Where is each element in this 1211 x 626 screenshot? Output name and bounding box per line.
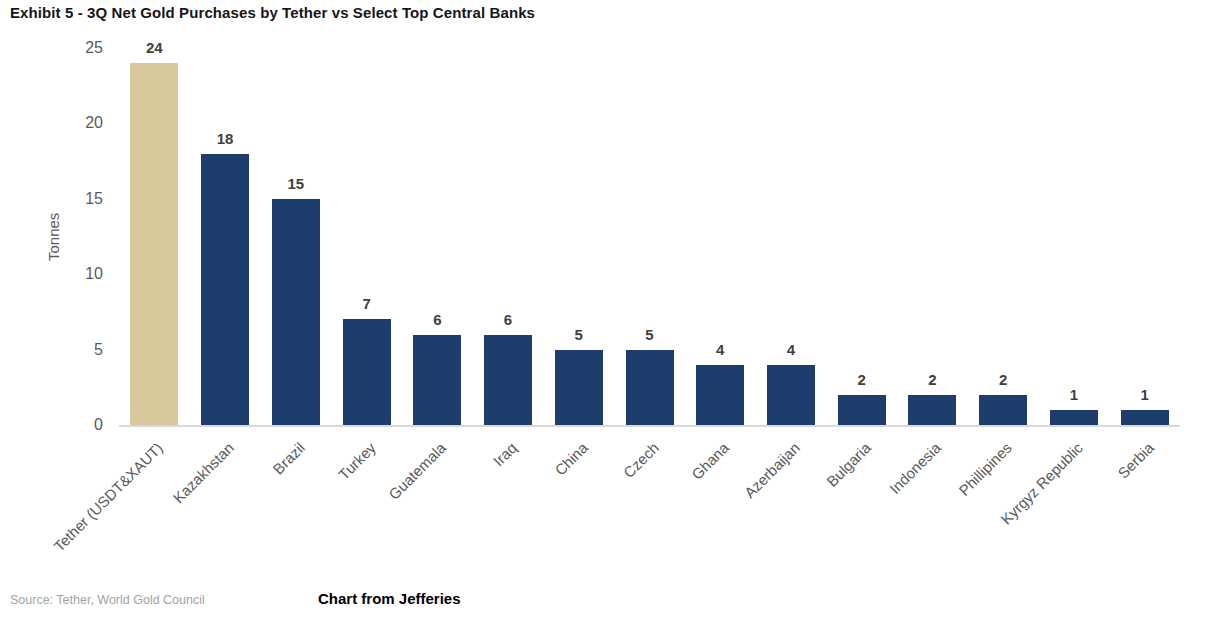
bar-value-turkey: 7 (362, 295, 370, 312)
x-label-brazil: Brazil (169, 439, 308, 578)
bar-brazil (272, 199, 320, 425)
x-label-tether-usdt-xaut: Tether (USDT&XAUT) (27, 439, 166, 578)
x-label-indonesia: Indonesia (805, 439, 944, 578)
x-label-iraq: Iraq (381, 439, 520, 578)
y-tick-0: 0 (0, 415, 103, 435)
x-label-czech: Czech (522, 439, 661, 578)
bar-serbia (1121, 410, 1169, 425)
plot-area: 241815766554422211 (119, 48, 1180, 427)
x-label-turkey: Turkey (239, 439, 378, 578)
bar-ghana (696, 365, 744, 425)
y-axis-ticks: 0510152025 (0, 48, 103, 425)
x-label-kyrgyz-republic: Kyrgyz Republic (947, 439, 1086, 578)
bar-tether-usdt-xaut (130, 63, 178, 425)
bar-phillipines (979, 395, 1027, 425)
bar-value-guatemala: 6 (433, 311, 441, 328)
bar-value-indonesia: 2 (928, 371, 936, 388)
bar-value-bulgaria: 2 (858, 371, 866, 388)
bar-value-brazil: 15 (287, 175, 304, 192)
y-tick-5: 5 (0, 340, 103, 360)
bar-bulgaria (838, 395, 886, 425)
chart-page: Exhibit 5 - 3Q Net Gold Purchases by Tet… (0, 0, 1211, 626)
bar-guatemala (413, 335, 461, 425)
source-note: Source: Tether, World Gold Council (10, 593, 205, 607)
y-tick-20: 20 (0, 113, 103, 133)
bar-value-azerbaijan: 4 (787, 341, 795, 358)
bar-value-iraq: 6 (504, 311, 512, 328)
bar-value-ghana: 4 (716, 341, 724, 358)
bar-value-china: 5 (575, 326, 583, 343)
bar-kazakhstan (201, 154, 249, 425)
y-tick-10: 10 (0, 264, 103, 284)
bar-turkey (343, 319, 391, 425)
bar-azerbaijan (767, 365, 815, 425)
bar-value-kazakhstan: 18 (217, 130, 234, 147)
bar-value-tether-usdt-xaut: 24 (146, 39, 163, 56)
x-label-china: China (451, 439, 590, 578)
bar-value-phillipines: 2 (999, 371, 1007, 388)
bar-value-serbia: 1 (1140, 386, 1148, 403)
bar-china (555, 350, 603, 425)
bar-iraq (484, 335, 532, 425)
x-label-guatemala: Guatemala (310, 439, 449, 578)
bar-kyrgyz-republic (1050, 410, 1098, 425)
x-label-azerbaijan: Azerbaijan (664, 439, 803, 578)
x-label-serbia: Serbia (1017, 439, 1156, 578)
bar-indonesia (908, 395, 956, 425)
chart-title: Exhibit 5 - 3Q Net Gold Purchases by Tet… (10, 4, 535, 21)
chart-credit: Chart from Jefferies (318, 590, 461, 607)
x-label-ghana: Ghana (593, 439, 732, 578)
y-tick-15: 15 (0, 189, 103, 209)
y-tick-25: 25 (0, 38, 103, 58)
bar-value-czech: 5 (645, 326, 653, 343)
x-axis-labels: Tether (USDT&XAUT)KazakhstanBrazilTurkey… (119, 433, 1180, 583)
bar-czech (626, 350, 674, 425)
x-label-phillipines: Phillipines (876, 439, 1015, 578)
x-label-bulgaria: Bulgaria (734, 439, 873, 578)
bar-value-kyrgyz-republic: 1 (1070, 386, 1078, 403)
x-label-kazakhstan: Kazakhstan (98, 439, 237, 578)
